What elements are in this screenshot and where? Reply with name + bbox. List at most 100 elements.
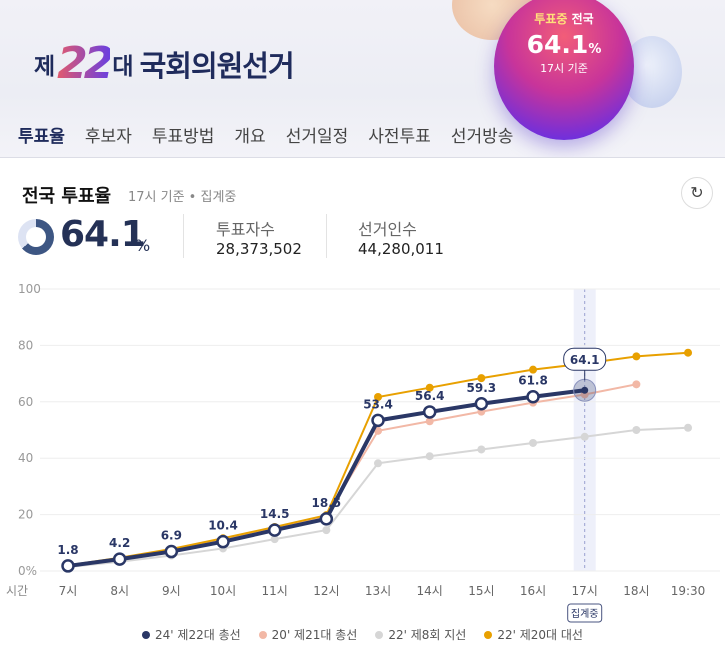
turnout-donut (18, 219, 54, 255)
x-tick-label: 18시 (623, 584, 649, 598)
current-value-tooltip (563, 347, 607, 371)
y-tick-label: 20 (18, 508, 33, 522)
legend-label: 24' 제22대 총선 (155, 628, 241, 642)
x-tick-label: 16시 (520, 584, 546, 598)
data-point (267, 523, 282, 537)
data-label: 56.4 (415, 389, 445, 403)
orb-unit: % (588, 42, 602, 57)
legend-item[interactable]: 20' 제21대 총선 (258, 626, 358, 643)
x-axis-label: 시간 (6, 584, 28, 598)
y-tick-label: 80 (18, 338, 33, 352)
data-point (684, 348, 693, 357)
data-point (374, 426, 383, 435)
legend-item[interactable]: 22' 제20대 대선 (484, 626, 583, 643)
x-tick-label: 8시 (110, 584, 129, 598)
election-logo: 제 22 대 국회의원선거 (34, 38, 295, 89)
logo-suffix: 대 (112, 53, 134, 80)
divider (326, 214, 327, 258)
x-tick-label: 7시 (59, 584, 78, 598)
data-label: 53.4 (363, 397, 393, 411)
electorate-label: 선거인수 (358, 220, 417, 239)
data-point (529, 365, 538, 374)
chart-legend: 24' 제22대 총선 20' 제21대 총선 22' 제8회 지선 22' 제20대… (0, 626, 725, 643)
turnout-rate: 64.1 (60, 214, 146, 255)
y-tick-label: 100 (18, 282, 41, 296)
series-line (67, 388, 585, 568)
data-label: 14.5 (260, 507, 290, 521)
y-tick-label: 60 (18, 395, 33, 409)
section-title: 전국 투표율 (22, 186, 112, 207)
logo-prefix: 제 (34, 53, 56, 80)
data-point (425, 417, 434, 426)
data-label: 18.5 (312, 496, 342, 510)
nav-tabs: 투표율 후보자 투표방법 개요 선거일정 사전투표 선거방송 (18, 122, 514, 157)
data-point (632, 352, 641, 361)
data-label: 61.8 (518, 374, 548, 388)
data-label: 4.2 (109, 536, 130, 550)
electorate-value: 44,280,011 (358, 240, 444, 258)
turnout-unit: % (135, 236, 151, 255)
tab-schedule[interactable]: 선거일정 (285, 127, 349, 147)
data-point (425, 452, 434, 461)
data-point (477, 374, 486, 383)
data-point (425, 383, 434, 392)
tab-candidates[interactable]: 후보자 (84, 127, 132, 147)
data-point (526, 389, 540, 404)
tab-broadcast[interactable]: 선거방송 (450, 127, 514, 147)
tab-turnout[interactable]: 투표율 (18, 122, 65, 157)
refresh-icon: ↻ (690, 183, 704, 202)
data-label: 10.4 (208, 519, 238, 533)
data-point (580, 432, 589, 441)
data-point (581, 386, 589, 394)
orb-value: 64.1 (526, 30, 589, 59)
data-point (477, 445, 486, 454)
tab-voting-method[interactable]: 투표방법 (151, 127, 215, 147)
tab-early-voting[interactable]: 사전투표 (368, 127, 431, 147)
legend-item[interactable]: 22' 제8회 지선 (375, 626, 466, 643)
turnout-orb: 투표중 전국 64.1% 17시 기준 (494, 0, 634, 140)
current-badge (567, 603, 603, 623)
logo-title: 국회의원선거 (139, 48, 295, 83)
data-point (684, 423, 693, 432)
legend-marker (142, 631, 151, 639)
section-subtitle: 17시 기준 • 집계중 (128, 190, 237, 205)
data-label: 59.3 (467, 381, 497, 395)
turnout-chart: 0% 20 40 60 80 100 시간 7시 8시 9시 10시 11시 12시 13시 14시 15시 1… (6, 282, 720, 623)
x-tick-label: 14시 (417, 584, 443, 598)
x-tick-label: 12시 (313, 584, 339, 598)
x-tick-label: 9시 (162, 584, 181, 598)
orb-label: 전국 (571, 12, 594, 26)
data-point (216, 534, 230, 549)
legend-item[interactable]: 24' 제22대 총선 (142, 626, 241, 643)
current-badge-text: 집계중 (571, 608, 599, 620)
data-point (374, 459, 383, 468)
data-point (374, 393, 383, 402)
legend-marker (375, 631, 384, 639)
tab-overview[interactable]: 개요 (234, 127, 266, 147)
data-point (371, 413, 385, 428)
legend-marker (484, 631, 493, 639)
logo-number: 22 (57, 38, 114, 89)
data-point (322, 526, 331, 535)
data-point (632, 380, 641, 389)
legend-label: 22' 제8회 지선 (388, 628, 467, 642)
data-point (632, 426, 641, 434)
x-tick-label: 19:30 (671, 584, 706, 598)
orb-basis: 17시 기준 (540, 62, 588, 75)
x-tick-label: 15시 (468, 584, 494, 598)
refresh-button[interactable]: ↻ (681, 177, 713, 209)
data-label: 1.8 (57, 543, 78, 557)
data-point (529, 438, 538, 447)
x-tick-label: 17시 (572, 584, 598, 598)
legend-label: 22' 제20대 대선 (497, 628, 583, 642)
legend-label: 20' 제21대 총선 (271, 628, 358, 642)
series-line (67, 383, 637, 567)
data-point (112, 552, 127, 566)
x-tick-label: 10시 (210, 584, 236, 598)
divider (183, 214, 184, 258)
x-tick-label: 13시 (365, 584, 391, 598)
data-point (474, 397, 489, 411)
data-point (422, 405, 437, 419)
orb-status: 투표중 (534, 12, 568, 26)
y-tick-label: 0% (18, 564, 37, 578)
